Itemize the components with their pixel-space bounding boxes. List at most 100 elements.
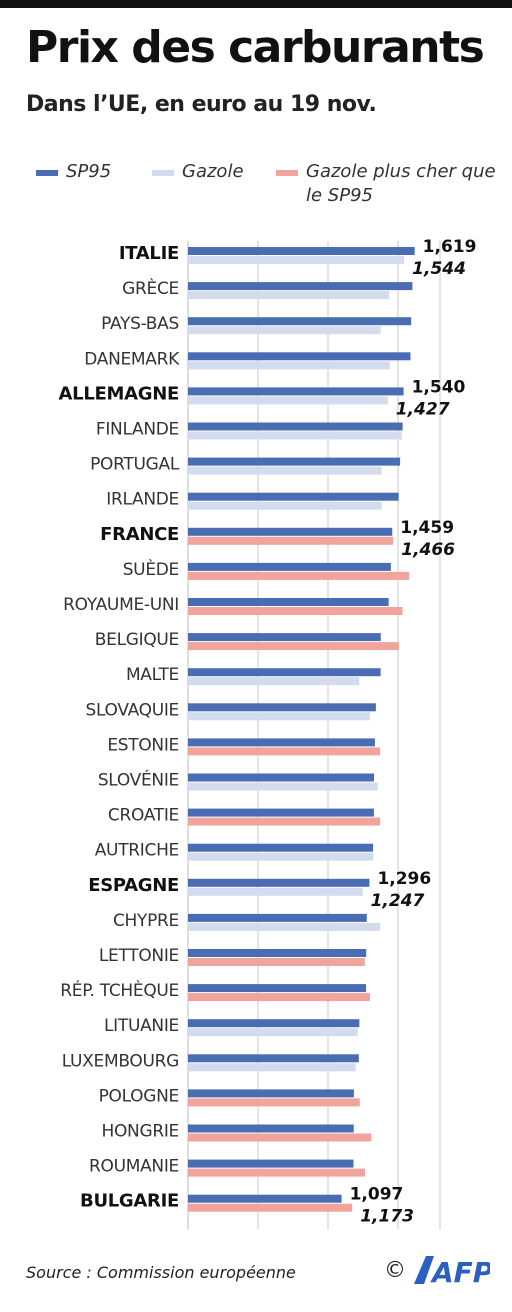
bar-sp95 bbox=[188, 738, 375, 747]
afp-logo: AFP bbox=[414, 1256, 490, 1286]
bar-gazole bbox=[188, 642, 399, 651]
legend-item-gazole-plus-cher: Gazole plus cher que le SP95 bbox=[276, 160, 506, 206]
bar-gazole bbox=[188, 887, 363, 896]
bar-gazole bbox=[188, 1098, 360, 1107]
bar-gazole bbox=[188, 256, 405, 264]
bar-gazole bbox=[188, 958, 365, 966]
value-label-gazole: 1,247 bbox=[371, 891, 425, 911]
bar-gazole bbox=[188, 396, 388, 405]
bar-gazole bbox=[188, 361, 390, 370]
category-label: PORTUGAL bbox=[90, 455, 180, 475]
bar-gazole bbox=[188, 1133, 372, 1142]
legend-swatch-gazole bbox=[152, 170, 174, 176]
bar-sp95 bbox=[188, 317, 412, 326]
source-note: Source : Commission européenne bbox=[26, 1263, 296, 1282]
category-label: GRÈCE bbox=[122, 277, 179, 299]
value-label-gazole: 1,544 bbox=[412, 259, 466, 279]
category-label: IRLANDE bbox=[106, 490, 179, 510]
bar-sp95 bbox=[188, 668, 381, 677]
bar-gazole bbox=[188, 677, 360, 686]
category-label: SLOVÉNIE bbox=[98, 769, 179, 791]
category-label: PAYS-BAS bbox=[101, 314, 179, 334]
category-label: SLOVAQUIE bbox=[86, 700, 180, 720]
category-label: HONGRIE bbox=[101, 1122, 179, 1142]
legend-swatch-sp95 bbox=[36, 170, 58, 176]
bar-sp95 bbox=[188, 843, 374, 852]
chart-title: Prix des carburants bbox=[26, 22, 485, 73]
bar-sp95 bbox=[188, 773, 375, 782]
legend-label-sp95: SP95 bbox=[66, 161, 112, 182]
category-label: ESTONIE bbox=[107, 735, 179, 755]
bar-gazole bbox=[188, 852, 374, 861]
top-bar bbox=[0, 0, 512, 8]
bar-sp95 bbox=[188, 457, 401, 466]
value-label-sp95: 1,296 bbox=[377, 869, 431, 889]
value-label-sp95: 1,540 bbox=[412, 377, 466, 397]
bar-sp95 bbox=[188, 282, 413, 291]
bar-sp95 bbox=[188, 492, 399, 501]
afp-logo-text: AFP bbox=[430, 1256, 490, 1286]
category-label: ITALIE bbox=[119, 243, 179, 264]
bar-gazole bbox=[188, 501, 382, 510]
category-label: ROYAUME-UNI bbox=[63, 595, 179, 615]
value-label-gazole: 1,173 bbox=[360, 1207, 414, 1227]
category-label: MALTE bbox=[126, 665, 179, 685]
bar-gazole bbox=[188, 1168, 365, 1177]
category-label: BELGIQUE bbox=[95, 630, 179, 650]
category-label: ESPAGNE bbox=[88, 875, 179, 896]
bar-sp95 bbox=[188, 1019, 360, 1028]
bar-sp95 bbox=[188, 1194, 342, 1203]
bar-sp95 bbox=[188, 387, 404, 396]
category-label: FRANCE bbox=[100, 524, 179, 545]
bar-gazole bbox=[188, 1063, 356, 1072]
value-label-gazole: 1,466 bbox=[401, 540, 455, 560]
bar-gazole bbox=[188, 817, 381, 826]
bar-sp95 bbox=[188, 984, 367, 993]
category-label: CHYPRE bbox=[113, 911, 179, 931]
category-label: CROATIE bbox=[108, 806, 179, 826]
bar-sp95 bbox=[188, 247, 415, 255]
bar-sp95 bbox=[188, 562, 391, 571]
bar-sp95 bbox=[188, 878, 370, 887]
bar-gazole bbox=[188, 1203, 353, 1212]
copyright-symbol: © bbox=[384, 1258, 406, 1283]
bar-sp95 bbox=[188, 598, 389, 606]
bar-gazole bbox=[188, 712, 370, 721]
bar-sp95 bbox=[188, 703, 376, 712]
bar-gazole bbox=[188, 747, 381, 756]
legend-label-gazole-plus-cher: Gazole plus cher que le SP95 bbox=[306, 161, 496, 206]
value-label-sp95: 1,619 bbox=[423, 237, 477, 257]
chart-subtitle: Dans l’UE, en euro au 19 nov. bbox=[26, 92, 377, 117]
category-label: LITUANIE bbox=[104, 1016, 179, 1036]
bar-gazole bbox=[188, 922, 381, 931]
legend-swatch-gazole-plus-cher bbox=[276, 170, 298, 176]
legend-label-gazole: Gazole bbox=[182, 161, 244, 182]
bar-gazole bbox=[188, 782, 378, 791]
bar-sp95 bbox=[188, 1159, 354, 1168]
value-label-sp95: 1,097 bbox=[350, 1185, 404, 1205]
bar-sp95 bbox=[188, 633, 381, 642]
bar-gazole bbox=[188, 466, 382, 475]
category-label: SUÈDE bbox=[123, 558, 179, 580]
bar-gazole bbox=[188, 1028, 358, 1037]
category-label: RÉP. TCHÈQUE bbox=[60, 979, 179, 1001]
category-label: ROUMANIE bbox=[89, 1157, 179, 1177]
bar-sp95 bbox=[188, 352, 411, 361]
bar-gazole bbox=[188, 571, 410, 580]
bar-sp95 bbox=[188, 1089, 354, 1098]
category-label: AUTRICHE bbox=[95, 841, 179, 861]
bar-sp95 bbox=[188, 1124, 354, 1133]
bar-gazole bbox=[188, 536, 394, 545]
category-label: DANEMARK bbox=[84, 349, 180, 369]
category-label: FINLANDE bbox=[96, 420, 179, 440]
bar-sp95 bbox=[188, 527, 393, 536]
bar-sp95 bbox=[188, 808, 374, 817]
bar-sp95 bbox=[188, 949, 367, 957]
category-label: POLOGNE bbox=[99, 1086, 179, 1106]
category-label: ALLEMAGNE bbox=[59, 383, 179, 404]
bar-gazole bbox=[188, 431, 402, 440]
legend-item-sp95: SP95 bbox=[36, 160, 156, 204]
value-label-sp95: 1,459 bbox=[400, 518, 454, 538]
bar-gazole bbox=[188, 291, 390, 300]
